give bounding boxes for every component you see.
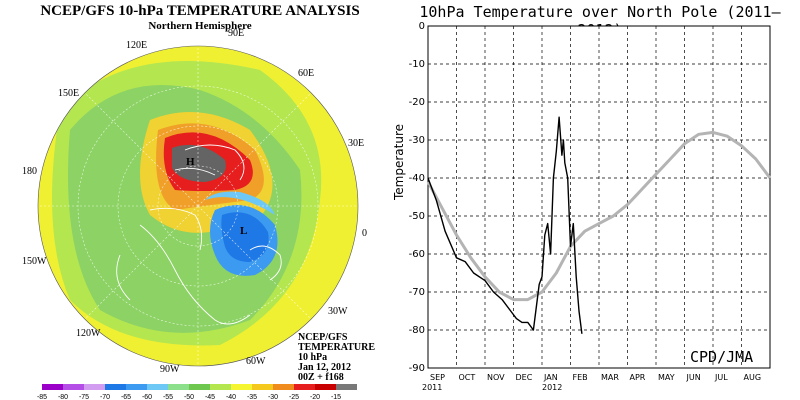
legend-swatch (147, 384, 168, 390)
legend-swatch (210, 384, 231, 390)
map-subtitle: Northern Hemisphere (148, 20, 252, 32)
legend-swatch (336, 384, 357, 390)
credit-label: CPD/JMA (690, 348, 754, 366)
x-tick-label: JUL (714, 373, 728, 382)
legend-tick-label: -45 (205, 394, 215, 400)
legend-swatch (168, 384, 189, 390)
cold-band-light-blue (205, 191, 275, 215)
legend-swatch (126, 384, 147, 390)
info-model: NCEP/GFS (298, 332, 348, 343)
legend-tick-label: -20 (310, 394, 320, 400)
legend-tick-label: -40 (226, 394, 236, 400)
legend-swatch (294, 384, 315, 390)
x-tick-label: NOV (487, 373, 505, 382)
legend-tick-label: -25 (289, 394, 299, 400)
y-tick-label: 0 (419, 21, 425, 32)
x-tick-label: SEP (430, 373, 445, 382)
legend-tick-label: -55 (163, 394, 173, 400)
legend-tick-label: -15 (331, 394, 341, 400)
x-tick-label: OCT (459, 373, 476, 382)
polar-stereographic-map: H L (37, 45, 359, 367)
legend-tick-label: -75 (79, 394, 89, 400)
info-variable: TEMPERATURE (298, 342, 376, 353)
chart-plot: 0 -10 -20 -30 -40 -50 -60 -70 -80 -90 SEP OCT NOV DE… (409, 21, 772, 392)
x-year-label: 2011 (422, 383, 442, 392)
y-tick-label: -30 (409, 135, 425, 146)
lon-label-0: 0 (362, 228, 367, 239)
legend-swatch (63, 384, 84, 390)
legend-swatch (231, 384, 252, 390)
coastlines (116, 144, 282, 325)
lon-label-90w: 90W (160, 364, 180, 375)
legend-swatch (315, 384, 336, 390)
info-date: Jan 12, 2012 (298, 362, 352, 373)
legend-tick-label: -35 (247, 394, 257, 400)
x-tick-label: DEC (516, 373, 533, 382)
color-legend: -85 -80 -75 -70 -65 -60 -55 -50 -45 -40 -35 -30 -25 -… (37, 384, 357, 400)
x-tick-label: MAY (658, 373, 675, 382)
x-tick-label: JAN (543, 373, 558, 382)
meridian-lines (38, 46, 358, 366)
series-line-climatology (426, 130, 772, 302)
lon-label-30e: 30E (348, 138, 365, 149)
legend-tick-label: -30 (268, 394, 278, 400)
y-tick-label: -60 (409, 249, 425, 260)
polar-map-panel: NCEP/GFS 10-hPa TEMPERATURE ANALYSIS Nor… (22, 3, 376, 400)
warm-core-gray (172, 144, 226, 182)
legend-swatch (105, 384, 126, 390)
y-tick-label: -20 (409, 97, 425, 108)
legend-swatch (84, 384, 105, 390)
lon-label-90e: 90E (228, 28, 245, 39)
x-ticks: SEP OCT NOV DEC JAN FEB MAR APR MAY JUN JUL AUG 2011… (422, 373, 761, 392)
y-tick-label: -90 (409, 363, 425, 374)
map-title: NCEP/GFS 10-hPa TEMPERATURE ANALYSIS (40, 3, 360, 19)
x-tick-label: JUN (686, 373, 701, 382)
lon-label-120w: 120W (76, 328, 101, 339)
legend-swatch (189, 384, 210, 390)
legend-tick-label: -50 (184, 394, 194, 400)
legend-tick-label: -60 (142, 394, 152, 400)
series-line-observed (427, 116, 583, 334)
y-tick-label: -70 (409, 287, 425, 298)
grid-lines (428, 26, 770, 368)
x-year-label: 2012 (542, 383, 562, 392)
legend-tick-label: -85 (37, 394, 47, 400)
lon-label-150e: 150E (58, 88, 80, 99)
lon-label-60e: 60E (298, 68, 315, 79)
lon-label-120e: 120E (126, 40, 148, 51)
lon-label-60w: 60W (246, 356, 266, 367)
x-tick-label: MAR (601, 373, 619, 382)
lon-label-180: 180 (22, 166, 37, 177)
info-level: 10 hPa (298, 352, 328, 363)
lon-label-150w: 150W (22, 256, 47, 267)
info-forecast: 00Z + f168 (298, 372, 344, 383)
legend-tick-label: -70 (100, 394, 110, 400)
x-tick-label: AUG (744, 373, 762, 382)
y-tick-label: -80 (409, 325, 425, 336)
series (426, 116, 772, 334)
low-pressure-label: L (240, 225, 247, 237)
timeseries-chart-panel: 10hPa Temperature over North Pole (2011–… (392, 0, 800, 400)
y-tick-label: -40 (409, 173, 425, 184)
y-tick-label: -50 (409, 211, 425, 222)
x-tick-label: FEB (573, 373, 588, 382)
high-pressure-label: H (186, 156, 195, 168)
legend-tick-label: -80 (58, 394, 68, 400)
legend-tick-label: -65 (121, 394, 131, 400)
legend-swatch (273, 384, 294, 390)
map-border (37, 45, 359, 367)
x-tick-label: APR (630, 373, 646, 382)
cold-core-blue (221, 212, 269, 262)
legend-swatch (42, 384, 63, 390)
y-ticks: 0 -10 -20 -30 -40 -50 -60 -70 -80 -90 (409, 21, 425, 374)
legend-swatch (252, 384, 273, 390)
y-tick-label: -10 (409, 59, 425, 70)
lon-label-30w: 30W (328, 306, 348, 317)
